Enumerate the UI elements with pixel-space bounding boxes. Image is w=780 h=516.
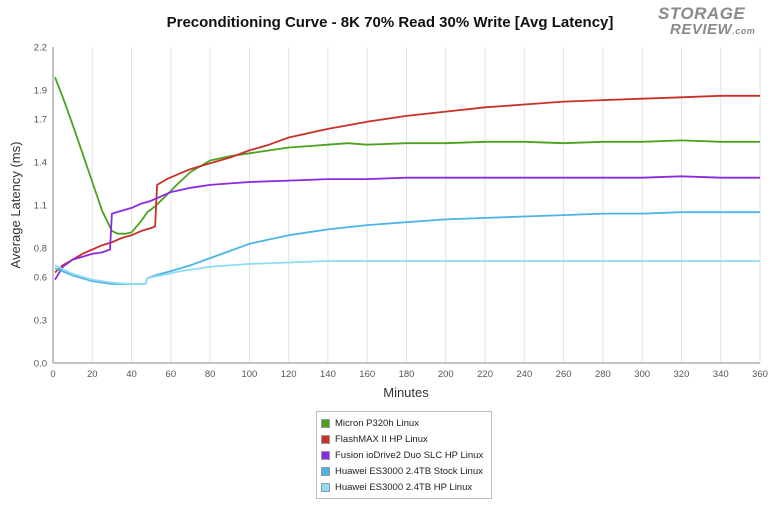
legend-label: Huawei ES3000 2.4TB HP Linux (335, 481, 473, 493)
x-tick-label: 40 (126, 369, 137, 380)
logo-suffix: .com (732, 26, 756, 36)
x-tick-label: 340 (713, 369, 729, 380)
x-tick-label: 360 (752, 369, 768, 380)
series-line-4 (54, 211, 760, 285)
x-tick-label: 0 (50, 369, 55, 380)
y-axis-label: Average Latency (ms) (8, 142, 23, 269)
tick-labels: 0 20 40 60 80 100 120 140 160 180 200 220 240 260 280 3… (34, 43, 768, 381)
series-line-5 (54, 260, 760, 285)
chart-title: Preconditioning Curve - 8K 70% Read 30% … (166, 14, 614, 31)
series-line-1 (54, 76, 760, 235)
logo-word: REVIEW (670, 21, 733, 38)
legend: Micron P320h Linux FlashMAX II HP Linux Fu… (316, 411, 492, 499)
series-line-2 (54, 94, 760, 274)
legend-label: Fusion ioDrive2 Duo SLC HP Linux (335, 449, 484, 461)
legend-swatch (321, 466, 330, 476)
x-tick-label: 60 (166, 369, 177, 380)
storagereview-logo: STORAGE REVIEW.com (650, 4, 770, 44)
legend-item-2: FlashMAX II HP Linux (321, 431, 487, 447)
x-tick-label: 300 (634, 369, 650, 380)
legend-swatch (321, 450, 330, 460)
grid-lines (91, 47, 761, 363)
legend-label: Huawei ES3000 2.4TB Stock Linux (335, 465, 483, 477)
x-axis-label: Minutes (383, 385, 429, 400)
x-tick-label: 260 (556, 369, 572, 380)
y-tick-label: 1.1 (34, 201, 47, 212)
x-tick-label: 200 (438, 369, 454, 380)
x-tick-label: 100 (241, 369, 257, 380)
logo-line-2: REVIEW.com (670, 21, 755, 38)
legend-swatch (321, 434, 330, 444)
y-tick-label: 0.3 (34, 315, 47, 326)
y-tick-label: 1.9 (34, 86, 47, 97)
x-tick-label: 80 (205, 369, 216, 380)
y-tick-label: 2.2 (34, 43, 47, 54)
x-tick-label: 320 (674, 369, 690, 380)
legend-swatch (321, 482, 330, 492)
y-tick-label: 0.6 (34, 272, 47, 283)
y-tick-label: 0.0 (34, 359, 47, 370)
x-tick-label: 20 (87, 369, 98, 380)
x-tick-label: 240 (516, 369, 532, 380)
legend-item-5: Huawei ES3000 2.4TB HP Linux (321, 479, 487, 495)
latency-line-chart: 0 20 40 60 80 100 120 140 160 180 200 220 240 260 280 3… (8, 43, 768, 401)
y-tick-label: 1.4 (34, 157, 47, 168)
x-tick-label: 220 (477, 369, 493, 380)
logo-line-1: STORAGE (658, 4, 746, 23)
legend-swatch (321, 418, 330, 428)
legend-item-3: Fusion ioDrive2 Duo SLC HP Linux (321, 447, 487, 463)
legend-item-1: Micron P320h Linux (321, 415, 487, 431)
x-tick-label: 140 (320, 369, 336, 380)
y-tick-label: 0.8 (34, 244, 47, 255)
legend-item-4: Huawei ES3000 2.4TB Stock Linux (321, 463, 487, 479)
series-lines (54, 76, 760, 285)
y-tick-label: 1.7 (34, 114, 47, 125)
x-tick-label: 120 (281, 369, 297, 380)
series-line-3 (54, 175, 760, 281)
x-tick-label: 180 (399, 369, 415, 380)
legend-label: Micron P320h Linux (335, 417, 419, 429)
x-tick-label: 280 (595, 369, 611, 380)
x-tick-label: 160 (359, 369, 375, 380)
legend-label: FlashMAX II HP Linux (335, 433, 428, 445)
